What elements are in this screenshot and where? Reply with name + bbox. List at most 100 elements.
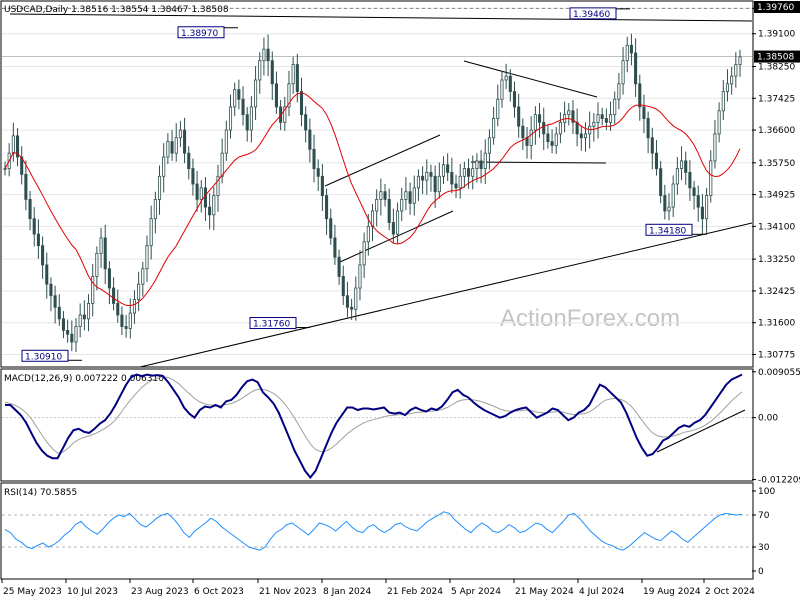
candle-body — [550, 141, 554, 146]
candle-body — [705, 195, 709, 220]
price-y-tick-label: 1.35750 — [758, 159, 795, 169]
candle-body — [692, 187, 696, 196]
candle-body — [730, 75, 734, 85]
candle-body — [688, 172, 692, 189]
candle-body — [571, 110, 575, 123]
price-header: USDCAD,Daily 1.38516 1.38554 1.38467 1.3… — [4, 5, 229, 15]
candle-body — [617, 83, 621, 100]
candle-body — [387, 199, 391, 223]
candle-body — [128, 312, 132, 329]
candle-body — [696, 195, 700, 208]
candle-body — [308, 129, 312, 150]
key-level-label: 1.31760 — [249, 317, 310, 330]
candle-body — [521, 125, 525, 139]
candle-body — [383, 191, 387, 200]
candle-body — [312, 148, 316, 169]
candle-body — [500, 79, 504, 100]
candle-body — [337, 256, 341, 277]
candle-body — [3, 168, 7, 170]
candle-body — [396, 210, 400, 235]
watermark: ActionForex.com — [500, 305, 680, 332]
candle-body — [199, 187, 203, 200]
x-tick-label: 5 Apr 2024 — [451, 587, 501, 597]
price-y-tick-label: 1.31600 — [758, 319, 795, 329]
candle-body — [120, 314, 124, 327]
svg-text:1.34180: 1.34180 — [649, 226, 686, 236]
candle-body — [429, 172, 433, 177]
macd-y-axis: 0.009055 0.00 -0.012209 — [752, 368, 800, 486]
svg-text:1.30910: 1.30910 — [25, 352, 62, 362]
candle-body — [91, 276, 95, 304]
candle-body — [391, 222, 395, 235]
candle-body — [191, 168, 195, 185]
candle-body — [629, 44, 633, 54]
x-tick-label: 4 Jul 2024 — [579, 587, 624, 597]
candle-body — [320, 175, 324, 196]
candle-body — [416, 175, 420, 189]
candle-body — [458, 175, 462, 189]
candle-body — [404, 191, 408, 200]
candle-body — [187, 152, 191, 169]
candle-body — [49, 283, 53, 297]
candle-body — [634, 52, 638, 85]
candle-body — [195, 183, 199, 200]
candle-body — [437, 175, 441, 193]
candle-body — [425, 172, 429, 181]
candle-body — [233, 89, 237, 108]
candle-body — [95, 252, 99, 277]
rsi-y-axis: 100 70 30 0 — [752, 487, 775, 577]
candle-body — [66, 329, 70, 335]
key-level-label: 1.39460 — [569, 7, 630, 20]
candle-body — [725, 83, 730, 92]
candle-body — [11, 135, 15, 154]
candle-body — [721, 91, 725, 112]
rsi-line — [4, 511, 743, 551]
candle-body — [700, 206, 704, 220]
x-tick-label: 21 May 2024 — [515, 587, 574, 597]
candle-body — [613, 98, 617, 116]
candle-body — [162, 156, 166, 177]
candle-body — [112, 287, 116, 304]
candle-body — [554, 133, 558, 146]
candle-body — [24, 173, 28, 200]
candle-body — [329, 218, 333, 239]
candle-body — [646, 118, 650, 139]
candle-body — [600, 114, 604, 119]
candle-body — [132, 299, 137, 314]
candle-body — [32, 218, 36, 235]
x-tick-label: 6 Oct 2023 — [194, 587, 244, 597]
rsi-pane-frame — [0, 482, 754, 580]
key-level-labels: 1.30910 1.38970 1.31760 1.39460 1.34180 — [21, 7, 706, 362]
candle-body — [166, 141, 170, 158]
candle-body — [596, 114, 600, 123]
x-tick-label: 19 Aug 2024 — [643, 587, 701, 597]
candle-body — [492, 118, 496, 139]
trendline-long-support — [139, 222, 753, 368]
macd-y-tick-label: -0.012209 — [758, 476, 800, 486]
svg-text:1.39460: 1.39460 — [573, 10, 610, 20]
candle-body — [433, 175, 437, 193]
candle-body — [483, 152, 487, 169]
candle-body — [738, 56, 742, 65]
candle-body — [579, 133, 583, 139]
price-y-tick-label: 1.37425 — [758, 94, 795, 104]
x-tick-label: 23 Aug 2023 — [131, 587, 189, 597]
candle-body — [237, 89, 241, 100]
candle-body — [517, 106, 521, 127]
rsi-level-lines — [2, 514, 752, 548]
price-y-tick-label: 1.34925 — [758, 191, 795, 201]
x-tick-label: 21 Feb 2024 — [387, 587, 443, 597]
candle-body — [713, 133, 717, 162]
price-y-tick-label: 1.32425 — [758, 287, 795, 297]
candle-body — [153, 199, 157, 220]
candle-body — [567, 110, 571, 116]
candle-body — [734, 64, 738, 77]
candle-body — [107, 268, 111, 289]
x-tick-label: 25 May 2023 — [3, 587, 62, 597]
candle-body — [270, 60, 274, 85]
x-tick-label: 10 Jul 2023 — [67, 587, 118, 597]
candle-body — [479, 160, 483, 169]
candle-body — [224, 129, 228, 154]
